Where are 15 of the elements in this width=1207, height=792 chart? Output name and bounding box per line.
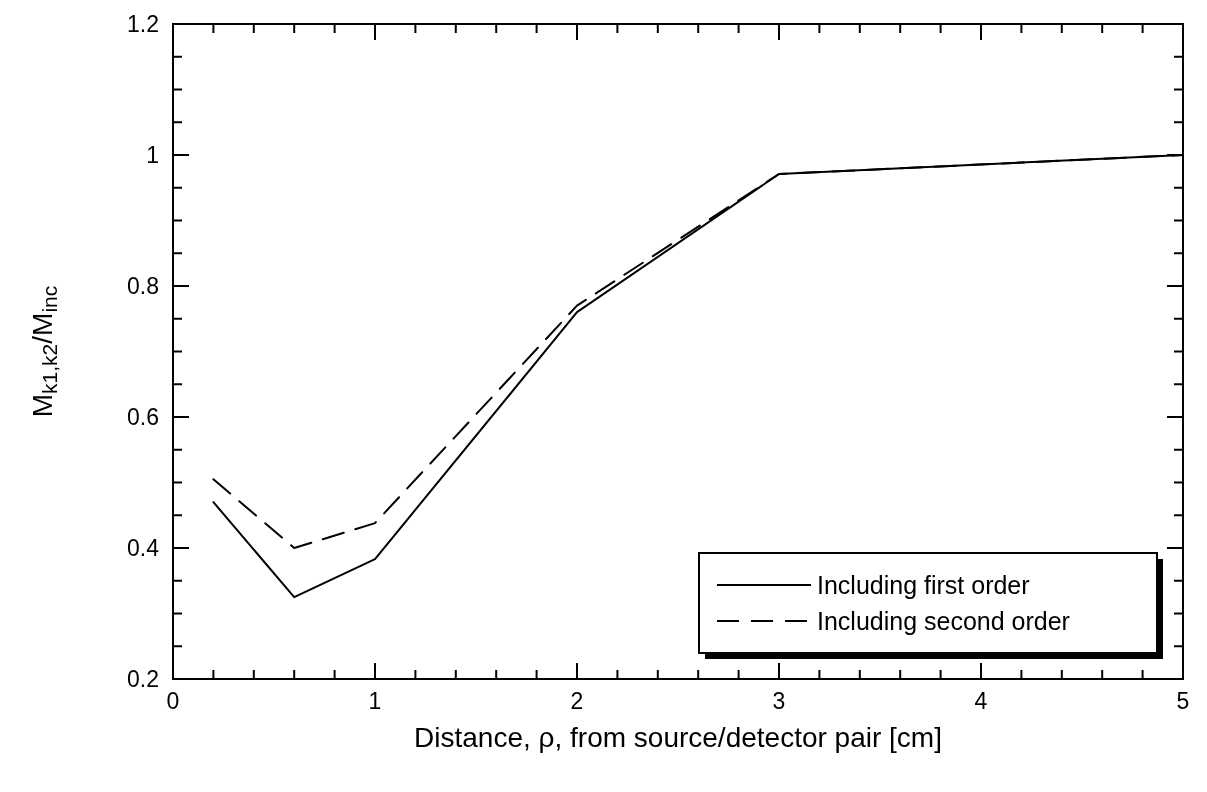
y-tick-label: 0.2: [127, 666, 159, 692]
x-axis-title: Distance, ρ, from source/detector pair [cm]: [414, 722, 942, 753]
x-tick-label: 4: [974, 688, 988, 714]
y-tick-label: 0.8: [127, 273, 159, 299]
x-tick-label: 5: [1176, 688, 1190, 714]
y-tick-label: 0.4: [127, 535, 160, 561]
legend-label: Including first order: [817, 571, 1030, 599]
y-tick-label: 1.2: [127, 11, 159, 37]
x-tick-label: 1: [368, 688, 382, 714]
x-tick-label: 0: [166, 688, 180, 714]
y-tick-label: 1: [146, 142, 159, 168]
x-tick-label: 3: [772, 688, 786, 714]
legend-label: Including second order: [817, 607, 1070, 635]
x-tick-label: 2: [570, 688, 584, 714]
y-tick-label: 0.6: [127, 404, 159, 430]
